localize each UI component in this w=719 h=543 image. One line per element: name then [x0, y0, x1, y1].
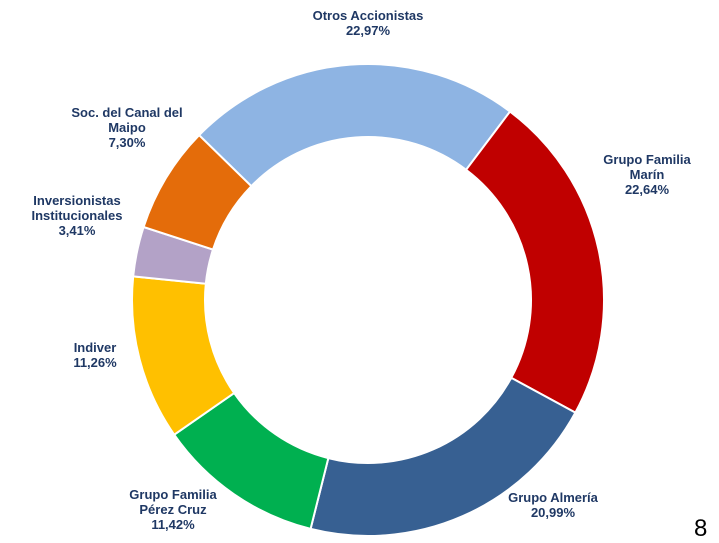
slice-name: Grupo Almería [508, 490, 598, 505]
slice-name: Indiver [73, 340, 117, 355]
slice-name: Grupo Familia Pérez Cruz [129, 487, 217, 517]
slice-value: 7,30% [108, 135, 146, 150]
slice-value: 11,26% [73, 355, 117, 370]
slice-label: Otros Accionistas 22,97% [268, 8, 468, 38]
slice-label: Indiver 11,26% [35, 340, 155, 370]
slice-name: Soc. del Canal del Maipo [71, 105, 183, 135]
slice-name: Otros Accionistas [312, 8, 424, 23]
slice-value: 22,97% [345, 23, 391, 38]
slice-label: Soc. del Canal del Maipo 7,30% [57, 105, 197, 150]
page-number: 8 [694, 515, 708, 542]
slice-name: Inversionistas Institucionales [31, 193, 123, 223]
donut-slice [464, 110, 605, 415]
slice-value: 11,42% [151, 517, 195, 532]
slice-name: Grupo Familia Marín [603, 152, 691, 182]
donut-slice [142, 133, 253, 251]
slice-value: 3,41% [58, 223, 96, 238]
slice-label: Inversionistas Institucionales 3,41% [17, 193, 137, 238]
donut-slice [197, 63, 512, 188]
slice-label: Grupo Familia Pérez Cruz 11,42% [118, 487, 228, 532]
slice-label: Grupo Almería 20,99% [473, 490, 633, 520]
slice-label: Grupo Familia Marín 22,64% [592, 152, 702, 197]
slice-value: 20,99% [530, 505, 576, 520]
slice-value: 22,64% [624, 182, 670, 197]
